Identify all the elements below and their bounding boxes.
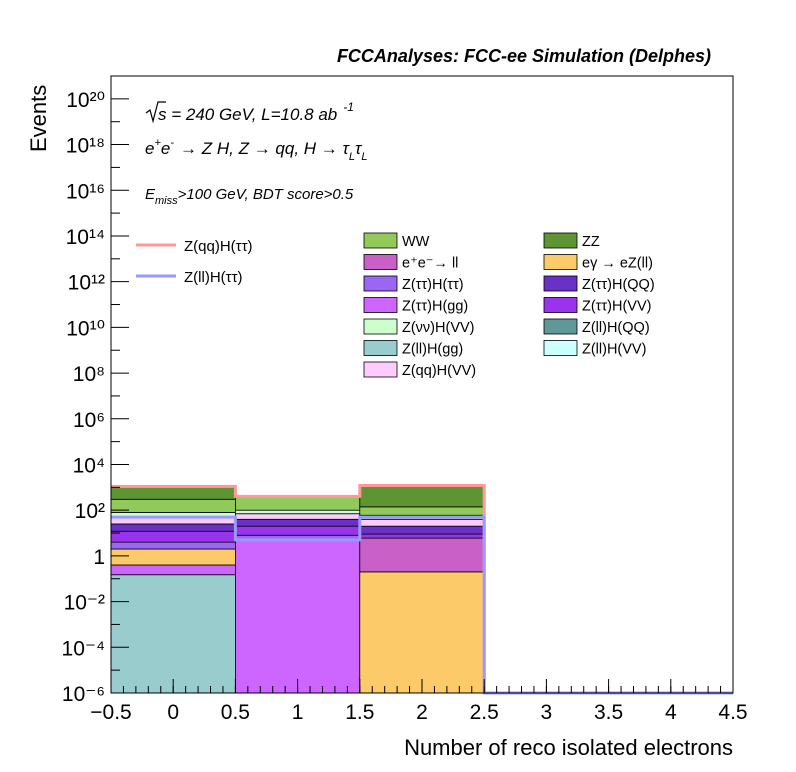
bar-segment [359, 525, 485, 535]
bar-segment [359, 518, 485, 527]
legend-swatch [363, 297, 398, 313]
bar-segment [359, 485, 485, 508]
y-tick-label: 10⁴ [73, 454, 105, 477]
chart-title: FCCAnalyses: FCC-ee Simulation (Delphes) [337, 46, 711, 66]
bar-segment [359, 537, 485, 573]
legend-label: Z(ll)H(QQ) [582, 320, 650, 336]
legend-label: Z(ττ)H(gg) [402, 299, 468, 315]
background-legend: WW ZZ e⁺e⁻→ ll eγ → eZ(ll) Z(ττ)H(ττ) Z(ττ)H(… [363, 232, 655, 379]
svg-text:s = 240 GeV, L=10.8 ab-1: s = 240 GeV, L=10.8 ab -1 [158, 100, 354, 124]
legend-label: Z(ττ)H(VV) [582, 299, 651, 315]
legend-label: eγ → eZ(ll) [582, 256, 653, 272]
legend-swatch [543, 232, 578, 249]
legend-label: Z(ττ)H(QQ) [582, 277, 655, 293]
bar-segment [359, 533, 485, 539]
bar-segment [234, 513, 361, 520]
bar-segment [234, 525, 361, 536]
legend-swatch [363, 275, 398, 292]
legend-label: e⁺e⁻→ ll [402, 256, 458, 272]
bar-segment [234, 539, 361, 694]
annotation-cuts: Emiss>100 GeV, BDT score>0.5 [145, 186, 354, 207]
y-tick-label: 1 [93, 546, 105, 569]
bar-segment [234, 496, 361, 511]
annotation-sqrts: s = 240 GeV, L=10.8 ab -1 [145, 100, 354, 124]
legend-label: Z(ll)H(VV) [582, 342, 646, 358]
legend-swatch [363, 318, 398, 335]
legend-swatch [363, 254, 398, 270]
y-tick-label: 10¹⁴ [66, 226, 105, 249]
svg-text:Emiss>100 GeV, BDT score>0.5: Emiss>100 GeV, BDT score>0.5 [145, 186, 354, 207]
y-tick-label: 10⁻⁶ [62, 683, 105, 706]
legend-label: WW [402, 234, 430, 250]
y-tick-label: 10⁻² [64, 592, 105, 615]
stack-bars [110, 485, 485, 694]
y-tick-label: 10¹⁶ [66, 180, 105, 203]
bar-segment [110, 564, 236, 576]
x-tick-label: 4 [665, 701, 677, 724]
bar-segment [110, 574, 236, 694]
y-tick-label: 10¹² [68, 272, 105, 295]
y-axis-label: Events [26, 85, 51, 152]
bar-segment [110, 485, 236, 500]
y-tick-label: 10²⁰ [66, 89, 105, 112]
annotation-process: e+e- → Z H, Z → qq, H → τLτL [145, 137, 367, 163]
legend-label: Z(ll)H(ττ) [184, 269, 243, 286]
legend-swatch [543, 254, 578, 270]
bar-segment [359, 506, 485, 516]
x-tick-label: 2 [416, 701, 428, 724]
legend-swatch [363, 361, 398, 378]
x-tick-label: 1.5 [345, 701, 374, 724]
x-tick-label: 2.5 [470, 701, 499, 724]
x-tick-label: 3 [541, 701, 553, 724]
bar-segment [110, 530, 236, 543]
legend-swatch [363, 340, 398, 356]
legend-swatch [543, 297, 578, 313]
x-tick-label: 1 [292, 701, 304, 724]
legend-label: ZZ [582, 234, 600, 250]
x-tick-label: 0.5 [221, 701, 250, 724]
bar-segment [110, 541, 236, 550]
y-tick-label: 10² [75, 500, 105, 523]
bar-segment [234, 518, 361, 527]
y-tick-label: 10⁸ [73, 363, 105, 386]
y-tick-label: 10¹⁸ [66, 135, 105, 158]
legend-label: Z(qq)H(ττ) [184, 238, 253, 255]
legend-swatch [543, 318, 578, 335]
x-tick-label: −0.5 [90, 701, 131, 724]
bar-segment [110, 548, 236, 566]
legend-label: Z(νν)H(VV) [402, 320, 475, 336]
y-tick-label: 10¹⁰ [66, 317, 105, 340]
legend-swatch [363, 232, 398, 249]
bar-segment [110, 498, 236, 513]
signal-legend: Z(qq)H(ττ) Z(ll)H(ττ) [136, 238, 253, 286]
bar-segment [110, 523, 236, 532]
y-tick-label: 10⁶ [73, 409, 105, 432]
x-tick-label: 4.5 [718, 701, 747, 724]
axes: −0.5 0 0.5 1 1.5 2 2.5 3 3.5 4 4.5 10⁻⁶ 10⁻⁴ 10⁻² 1 10²… [62, 89, 748, 724]
bar-segment [234, 509, 361, 515]
legend-swatch [543, 275, 578, 292]
legend-swatch [543, 340, 578, 356]
x-tick-label: 0 [167, 701, 179, 724]
y-tick-label: 10⁻⁴ [62, 637, 105, 660]
svg-text:e+e-→ Z H, Z → qq, H → τLτL: e+e- → Z H, Z → qq, H → τLτL [145, 137, 367, 163]
bar-segment [359, 571, 485, 694]
x-axis-label: Number of reco isolated electrons [404, 735, 733, 760]
legend-label: Z(ll)H(gg) [402, 342, 463, 358]
x-tick-label: 3.5 [594, 701, 623, 724]
legend-label: Z(qq)H(VV) [402, 363, 476, 379]
legend-label: Z(ττ)H(ττ) [402, 277, 464, 293]
